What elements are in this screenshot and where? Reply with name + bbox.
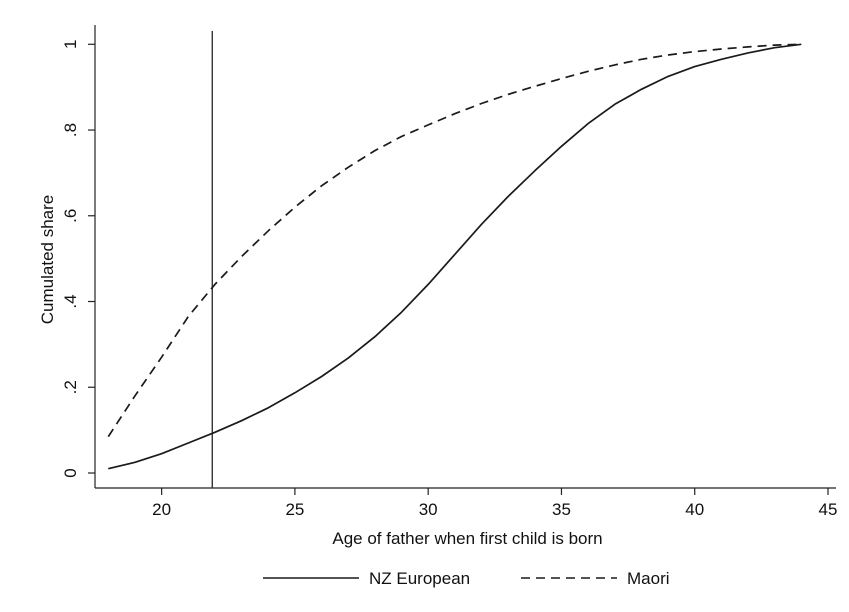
series-line-maori bbox=[107, 43, 802, 438]
x-tick-label: 40 bbox=[685, 500, 704, 519]
x-tick-label: 25 bbox=[285, 500, 304, 519]
y-tick-label: .8 bbox=[61, 123, 80, 137]
legend-label-nz-european: NZ European bbox=[369, 569, 470, 588]
axes bbox=[94, 25, 836, 489]
x-tick-label: 20 bbox=[152, 500, 171, 519]
ticks: 20 25 30 35 40 45 0 .2 .4 .6 .8 1 bbox=[61, 40, 837, 519]
series-lines bbox=[107, 43, 802, 470]
y-tick-label: .2 bbox=[61, 380, 80, 394]
x-axis-label: Age of father when first child is born bbox=[332, 529, 602, 548]
y-tick-label: .4 bbox=[61, 294, 80, 308]
series-line-nz-european bbox=[108, 43, 802, 470]
x-tick-label: 35 bbox=[552, 500, 571, 519]
x-tick-label: 30 bbox=[419, 500, 438, 519]
x-tick-label: 45 bbox=[819, 500, 838, 519]
y-tick-label: 0 bbox=[61, 468, 80, 477]
y-axis-label: Cumulated share bbox=[38, 195, 57, 324]
y-tick-label: .6 bbox=[61, 209, 80, 223]
legend-label-maori: Maori bbox=[627, 569, 670, 588]
legend: NZ European Maori bbox=[263, 569, 670, 588]
y-tick-label: 1 bbox=[61, 40, 80, 49]
